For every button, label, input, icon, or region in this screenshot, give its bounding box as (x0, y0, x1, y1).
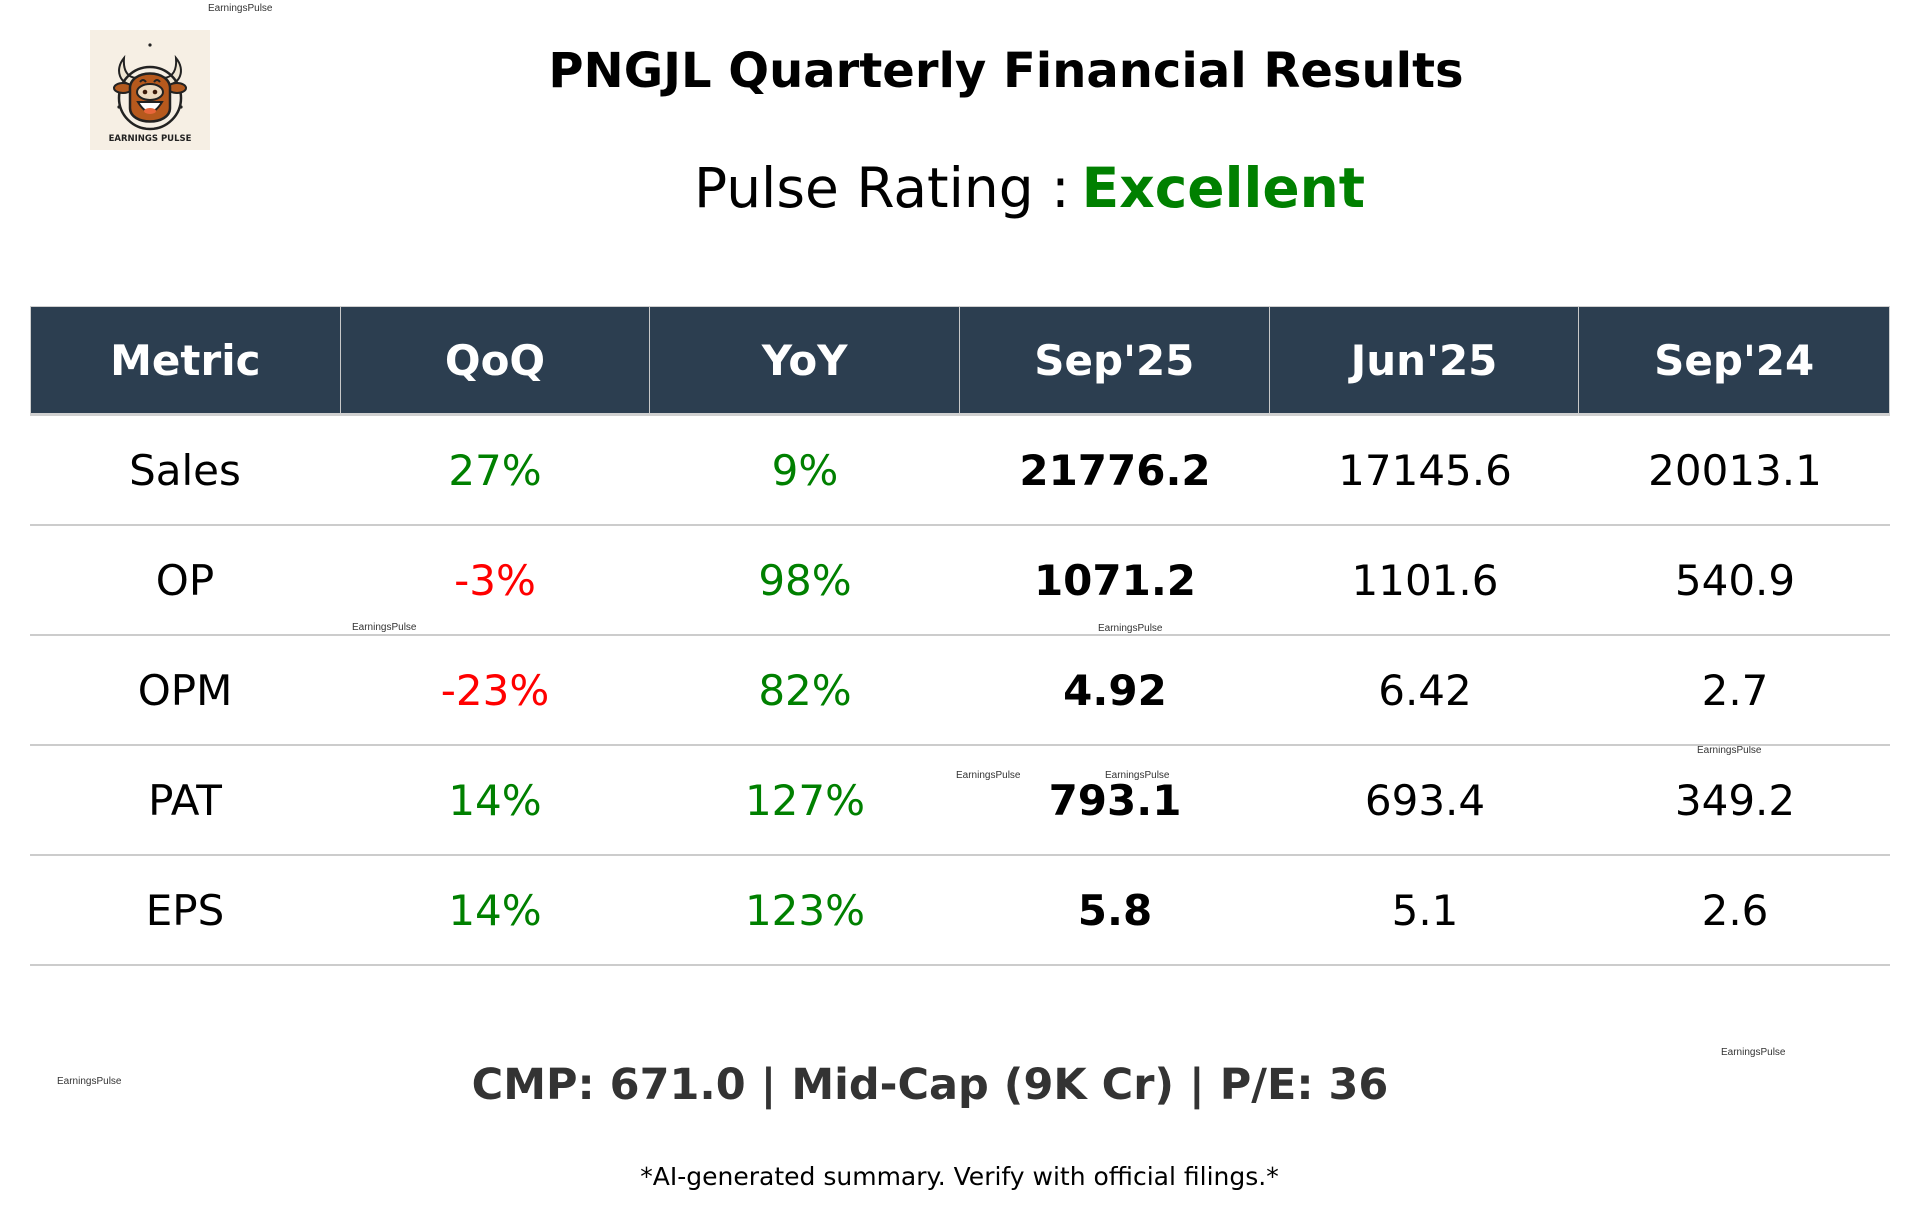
watermark: EarningsPulse (1697, 745, 1762, 756)
table-row: PAT 14% 127% 793.1 693.4 349.2 (30, 746, 1890, 856)
year-ago-value: 349.2 (1674, 775, 1796, 825)
disclaimer: *AI-generated summary. Verify with offic… (640, 1162, 1279, 1191)
column-header-jun25: Jun'25 (1270, 307, 1580, 413)
pulse-rating-value: Excellent (1081, 156, 1366, 220)
metric-name: OPM (137, 665, 233, 715)
current-quarter-value: 4.92 (1063, 665, 1167, 715)
yoy-change: 98% (758, 555, 852, 605)
watermark: EarningsPulse (1105, 770, 1170, 781)
pulse-rating-label: Pulse Rating : (694, 156, 1070, 220)
column-header-yoy: YoY (650, 307, 961, 413)
current-quarter-value: 1071.2 (1033, 555, 1197, 605)
table-row: OPM -23% 82% 4.92 6.42 2.7 (30, 636, 1890, 746)
metric-name: OP (155, 555, 215, 605)
column-header-sep25: Sep'25 (960, 307, 1270, 413)
qoq-change: -23% (440, 665, 550, 715)
current-quarter-value: 793.1 (1048, 775, 1182, 825)
column-header-qoq: QoQ (341, 307, 651, 413)
previous-quarter-value: 17145.6 (1338, 445, 1512, 495)
table-row: EPS 14% 123% 5.8 5.1 2.6 (30, 856, 1890, 966)
qoq-change: 27% (448, 445, 542, 495)
earnings-pulse-logo: EARNINGS PULSE (90, 30, 210, 150)
current-quarter-value: 21776.2 (1019, 445, 1211, 495)
watermark: EarningsPulse (956, 770, 1021, 781)
previous-quarter-value: 5.1 (1391, 885, 1459, 935)
watermark: EarningsPulse (208, 3, 273, 14)
qoq-change: 14% (448, 885, 542, 935)
previous-quarter-value: 6.42 (1378, 665, 1472, 715)
watermark: EarningsPulse (352, 622, 417, 633)
metric-name: PAT (148, 775, 222, 825)
table-row: OP -3% 98% 1071.2 1101.6 540.9 (30, 526, 1890, 636)
year-ago-value: 2.6 (1701, 885, 1769, 935)
year-ago-value: 2.7 (1701, 665, 1769, 715)
market-summary: CMP: 671.0 | Mid-Cap (9K Cr) | P/E: 36 (471, 1060, 1389, 1110)
previous-quarter-value: 1101.6 (1351, 555, 1499, 605)
current-quarter-value: 5.8 (1077, 885, 1153, 935)
results-table: Metric QoQ YoY Sep'25 Jun'25 Sep'24 Sale… (30, 306, 1890, 966)
previous-quarter-value: 693.4 (1364, 775, 1486, 825)
year-ago-value: 540.9 (1674, 555, 1796, 605)
yoy-change: 9% (771, 445, 839, 495)
table-header: Metric QoQ YoY Sep'25 Jun'25 Sep'24 (30, 306, 1890, 416)
metric-name: Sales (129, 445, 241, 495)
watermark: EarningsPulse (57, 1076, 122, 1087)
metric-name: EPS (145, 885, 225, 935)
yoy-change: 127% (744, 775, 866, 825)
yoy-change: 82% (758, 665, 852, 715)
year-ago-value: 20013.1 (1648, 445, 1822, 495)
bull-mascot-logo-icon: EARNINGS PULSE (90, 30, 210, 150)
page-title: PNGJL Quarterly Financial Results (548, 43, 1464, 99)
watermark: EarningsPulse (1098, 623, 1163, 634)
qoq-change: 14% (448, 775, 542, 825)
watermark: EarningsPulse (1721, 1047, 1786, 1058)
column-header-sep24: Sep'24 (1654, 335, 1815, 385)
pulse-rating: Pulse Rating : Excellent (694, 153, 1365, 223)
yoy-change: 123% (744, 885, 866, 935)
svg-text:EARNINGS PULSE: EARNINGS PULSE (109, 134, 192, 144)
table-row: Sales 27% 9% 21776.2 17145.6 20013.1 (30, 416, 1890, 526)
column-header-metric: Metric (31, 307, 341, 413)
qoq-change: -3% (454, 555, 536, 605)
